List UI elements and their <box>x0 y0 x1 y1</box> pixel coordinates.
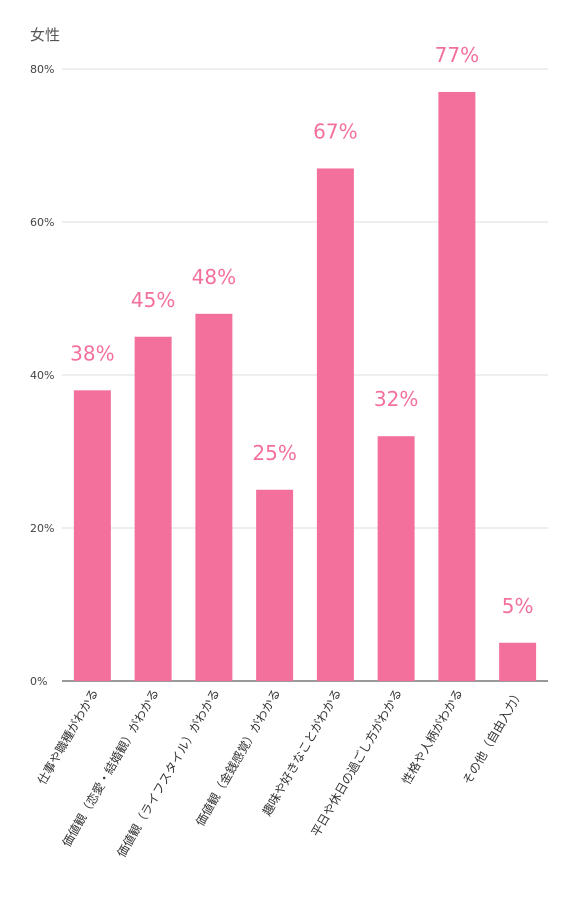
data-label: 32% <box>374 387 418 411</box>
y-tick-label: 60% <box>30 216 54 229</box>
bar <box>499 642 537 681</box>
data-label: 77% <box>435 43 479 67</box>
bar <box>195 313 233 681</box>
x-tick-label: 性格や人柄がわかる <box>398 686 465 787</box>
bar <box>438 91 476 681</box>
data-label: 45% <box>131 288 175 312</box>
y-tick-label: 0% <box>30 675 47 688</box>
bar <box>134 336 172 681</box>
data-label: 67% <box>313 119 357 143</box>
x-tick-label: 仕事や職種がわかる <box>34 686 101 787</box>
bar <box>316 168 354 681</box>
data-label: 25% <box>252 441 296 465</box>
y-tick-label: 40% <box>30 369 54 382</box>
y-tick-label: 80% <box>30 63 54 76</box>
bar <box>256 489 294 681</box>
data-label: 48% <box>192 265 236 289</box>
chart-title: 女性 <box>30 26 61 44</box>
data-label: 5% <box>502 594 534 618</box>
data-label: 38% <box>70 341 114 365</box>
x-tick-label: 価値観（ライフスタイル）がわかる <box>113 686 222 860</box>
y-tick-label: 20% <box>30 522 54 535</box>
bar <box>377 436 415 681</box>
x-tick-label: その他（自由入力） <box>460 687 526 788</box>
bar <box>73 390 111 681</box>
